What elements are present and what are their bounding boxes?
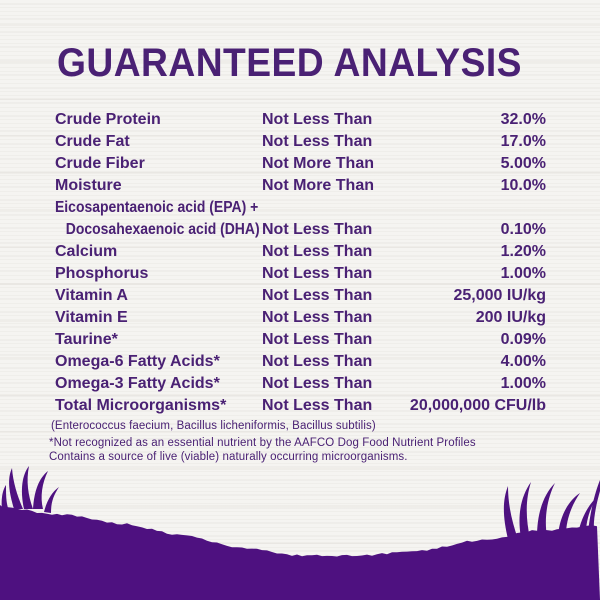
nutrient-name: Total Microorganisms* bbox=[55, 397, 227, 414]
nutrient-qualifier: Not Less Than bbox=[262, 133, 373, 150]
nutrient-qualifier: Not Less Than bbox=[262, 331, 373, 348]
nutrient-qualifier: Not Less Than bbox=[262, 243, 373, 260]
microorganism-species: (Enterococcus faecium, Bacillus lichenif… bbox=[51, 420, 376, 432]
nutrient-name: Vitamin E bbox=[55, 309, 128, 326]
nutrient-qualifier: Not More Than bbox=[262, 155, 374, 172]
nutrient-name: Omega-3 Fatty Acids* bbox=[55, 375, 220, 392]
analysis-table: Crude Protein Not Less Than 32.0% Crude … bbox=[51, 109, 546, 433]
analysis-row: Calcium Not Less Than 1.20% bbox=[55, 241, 546, 263]
analysis-row: Total Microorganisms* Not Less Than 20,0… bbox=[55, 395, 546, 417]
nutrient-qualifier: Not Less Than bbox=[262, 397, 373, 414]
nutrient-name: Moisture bbox=[55, 177, 122, 194]
nutrient-qualifier: Not Less Than bbox=[262, 353, 373, 370]
nutrient-name: Crude Fiber bbox=[55, 155, 145, 172]
nutrient-value: 32.0% bbox=[500, 111, 546, 128]
nutrient-name: Crude Protein bbox=[55, 111, 161, 128]
analysis-row: Crude Protein Not Less Than 32.0% bbox=[55, 109, 546, 131]
nutrient-qualifier: Not Less Than bbox=[262, 111, 373, 128]
nutrient-value: 17.0% bbox=[500, 133, 546, 150]
footnote-line1: *Not recognized as an essential nutrient… bbox=[49, 437, 476, 449]
analysis-row: Omega-6 Fatty Acids* Not Less Than 4.00% bbox=[55, 351, 546, 373]
nutrient-value: 4.00% bbox=[500, 353, 546, 370]
nutrient-qualifier: Not Less Than bbox=[262, 265, 373, 282]
analysis-row: Crude Fat Not Less Than 17.0% bbox=[55, 131, 546, 153]
page-title: GUARANTEED ANALYSIS bbox=[57, 41, 522, 85]
grass-silhouette bbox=[0, 466, 600, 600]
footnote-line2: Contains a source of live (viable) natur… bbox=[49, 450, 408, 463]
nutrient-name: Eicosapentaenoic acid (EPA) + Docosahexa… bbox=[55, 197, 260, 241]
nutrient-qualifier: Not Less Than bbox=[262, 309, 373, 326]
nutrient-name-line2: Docosahexaenoic acid (DHA) bbox=[65, 221, 260, 238]
nutrient-value: 5.00% bbox=[500, 155, 546, 172]
nutrient-value: 1.20% bbox=[500, 243, 546, 260]
nutrient-name: Omega-6 Fatty Acids* bbox=[55, 353, 220, 370]
analysis-row: Phosphorus Not Less Than 1.00% bbox=[55, 263, 546, 285]
analysis-row: Omega-3 Fatty Acids* Not Less Than 1.00% bbox=[55, 373, 546, 395]
analysis-row: Vitamin E Not Less Than 200 IU/kg bbox=[55, 307, 546, 329]
nutrient-value: 10.0% bbox=[500, 177, 546, 194]
nutrient-value: 20,000,000 CFU/lb bbox=[409, 397, 546, 414]
grass-blades-right bbox=[503, 480, 600, 539]
analysis-row: Crude Fiber Not More Than 5.00% bbox=[55, 153, 546, 175]
analysis-row: Moisture Not More Than 10.0% bbox=[55, 175, 546, 197]
grass-mound bbox=[0, 505, 600, 600]
nutrient-name: Crude Fat bbox=[55, 133, 130, 150]
nutrient-value: 1.00% bbox=[500, 265, 546, 282]
analysis-row: Taurine* Not Less Than 0.09% bbox=[55, 329, 546, 351]
nutrient-name: Vitamin A bbox=[55, 287, 128, 304]
nutrient-qualifier: Not Less Than bbox=[262, 375, 373, 392]
analysis-row: Vitamin A Not Less Than 25,000 IU/kg bbox=[55, 285, 546, 307]
nutrient-qualifier: Not More Than bbox=[262, 177, 374, 194]
nutrient-name: Taurine* bbox=[55, 331, 118, 348]
nutrient-name: Calcium bbox=[55, 243, 118, 260]
nutrient-value: 1.00% bbox=[500, 375, 546, 392]
footnotes: *Not recognized as an essential nutrient… bbox=[49, 437, 476, 464]
nutrient-value: 25,000 IU/kg bbox=[453, 287, 547, 304]
nutrient-qualifier: Not Less Than bbox=[262, 287, 373, 304]
nutrient-name: Phosphorus bbox=[55, 265, 149, 282]
nutrient-name-line1: Eicosapentaenoic acid (EPA) + bbox=[55, 199, 259, 216]
nutrient-value: 200 IU/kg bbox=[475, 309, 546, 326]
nutrient-qualifier: Not Less Than bbox=[262, 221, 373, 238]
nutrient-value: 0.10% bbox=[500, 221, 546, 238]
nutrient-value: 0.09% bbox=[500, 331, 546, 348]
grass-blades-left bbox=[1, 466, 59, 513]
analysis-row-epa-dha: Eicosapentaenoic acid (EPA) + Docosahexa… bbox=[55, 197, 546, 241]
